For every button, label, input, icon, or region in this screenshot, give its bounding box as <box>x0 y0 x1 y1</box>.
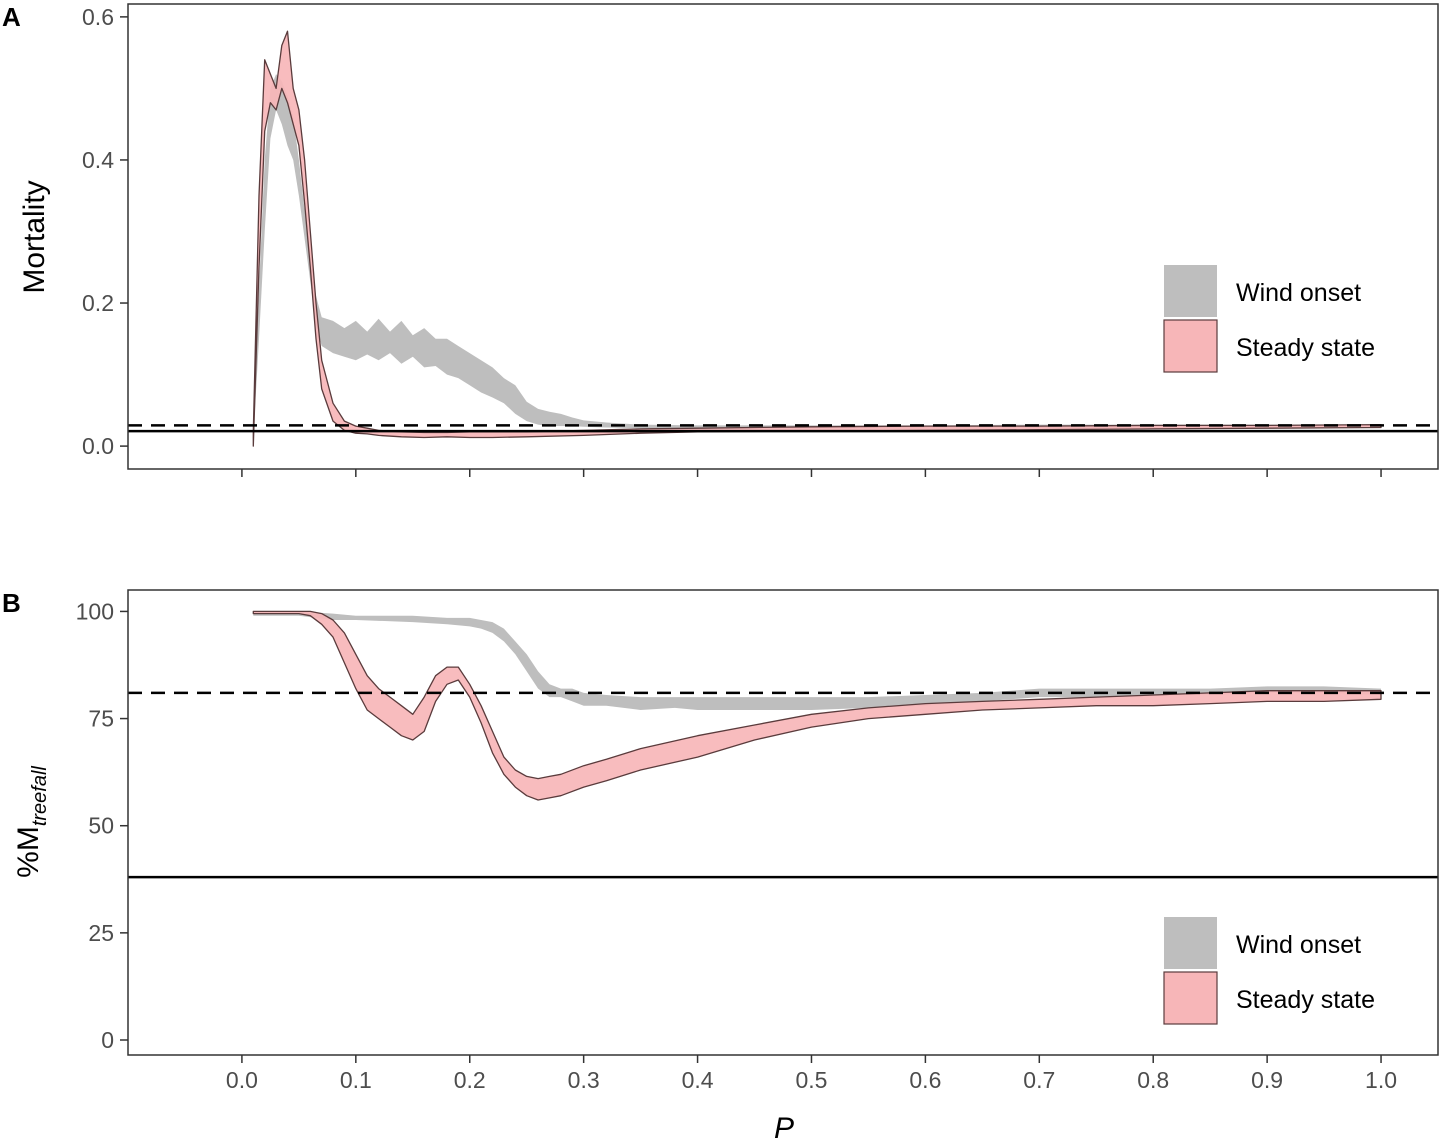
panel-a-y-tick-label-0-4: 0.4 <box>82 147 114 173</box>
panel-a-x-axis <box>241 469 1382 477</box>
panel-a-y-tick-label-0-0: 0.0 <box>82 433 114 459</box>
panel-b-x-tick-label-0-4: 0.4 <box>682 1067 714 1093</box>
panel-b-legend-steady-state-key <box>1163 971 1218 1025</box>
panel-b-x-tick-label-0-0: 0.0 <box>226 1067 258 1093</box>
panel-a-frame <box>127 3 1439 470</box>
panel-b-x-tick-label-0-7: 0.7 <box>1023 1067 1055 1093</box>
panel-b-ribbons <box>252 610 1382 801</box>
panel-a-letter: A <box>2 2 21 32</box>
panel-a-legend-wind-onset-label: Wind onset <box>1236 279 1361 307</box>
panel-a-y-tick-label-0-6: 0.6 <box>82 4 114 30</box>
panel-b-y-tick-label-25: 25 <box>88 920 114 946</box>
panel-b-x-tick-label-0-1: 0.1 <box>340 1067 372 1093</box>
panel-b-y-axis: 0 25 50 75 100 <box>76 598 128 1053</box>
panel-b-legend-wind-onset-label: Wind onset <box>1236 931 1361 959</box>
panel-b-x-axis: 0.0 0.1 0.2 0.3 0.4 0.5 0.6 0.7 0.8 0.9 1.0 <box>226 1055 1397 1093</box>
panel-b: B 0.0 0.1 0.2 0.3 0.4 0.5 0.6 0.7 0.8 0.9 1.0 0 25 5… <box>2 588 1439 1144</box>
panel-b-x-tick-label-1-0: 1.0 <box>1365 1067 1397 1093</box>
panel-b-y-axis-title: %Mtreefall <box>12 766 51 878</box>
panel-b-y-tick-label-100: 100 <box>76 598 114 624</box>
panel-b-letter: B <box>2 588 21 618</box>
panel-a-steady-state-ribbon <box>252 30 1382 447</box>
panel-b-x-tick-label-0-2: 0.2 <box>454 1067 486 1093</box>
panel-b-y-axis-title-subscript: treefall <box>29 766 51 827</box>
panel-a-wind-onset-ribbon <box>253 74 1381 439</box>
panel-a-legend: Wind onset Steady state <box>1163 265 1375 373</box>
panel-a-reference-lines <box>128 424 1438 433</box>
panel-b-y-axis-title-main: %M <box>12 826 45 878</box>
panel-a-legend-steady-state-label: Steady state <box>1236 334 1375 362</box>
panel-b-x-tick-label-0-6: 0.6 <box>909 1067 941 1093</box>
panel-b-legend-wind-onset-key <box>1164 917 1217 969</box>
panel-b-x-tick-label-0-8: 0.8 <box>1137 1067 1169 1093</box>
panel-b-y-tick-label-75: 75 <box>88 706 114 732</box>
panel-b-legend-steady-state-label: Steady state <box>1236 986 1375 1014</box>
panel-b-x-tick-label-0-9: 0.9 <box>1251 1067 1283 1093</box>
panel-a-y-tick-label-0-2: 0.2 <box>82 290 114 316</box>
panel-a: A 0.0 0.2 0.4 0.6 Mortality Wind onset Stea… <box>2 2 1439 477</box>
panel-a-legend-wind-onset-key <box>1164 265 1217 317</box>
panel-b-x-tick-label-0-3: 0.3 <box>568 1067 600 1093</box>
panel-a-ribbons <box>252 30 1382 447</box>
panel-b-x-axis-title: P <box>774 1112 794 1144</box>
panel-a-legend-steady-state-key <box>1163 319 1218 373</box>
panel-b-reference-lines <box>128 691 1438 879</box>
panel-b-steady-state-ribbon <box>252 610 1382 801</box>
panel-a-y-axis: 0.0 0.2 0.4 0.6 <box>82 4 128 459</box>
panel-b-y-tick-label-0: 0 <box>101 1027 114 1053</box>
panel-b-legend: Wind onset Steady state <box>1163 917 1375 1025</box>
panel-b-frame <box>127 589 1439 1056</box>
panel-a-y-axis-title: Mortality <box>18 180 51 293</box>
panel-b-x-tick-label-0-5: 0.5 <box>795 1067 827 1093</box>
panel-b-y-tick-label-50: 50 <box>88 813 114 839</box>
